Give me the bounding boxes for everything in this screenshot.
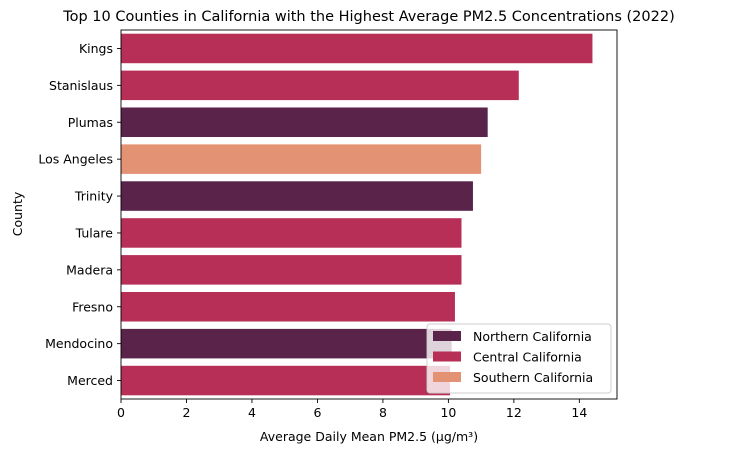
legend-frame	[426, 323, 612, 394]
x-axis-ticks: 0 2 4 6 8 10 12 14	[117, 399, 587, 420]
y-tick-label: Stanislaus	[49, 78, 113, 93]
y-tick-label: Plumas	[68, 115, 113, 130]
bar-stanislaus	[121, 70, 519, 101]
y-tick-label: Fresno	[72, 299, 113, 314]
legend-swatch	[433, 372, 461, 382]
x-tick-label: 0	[117, 405, 125, 420]
legend: Northern California Central California Sou…	[426, 323, 612, 394]
legend-label: Central California	[473, 350, 582, 365]
y-tick-label: Merced	[67, 373, 113, 388]
legend-swatch	[433, 331, 461, 341]
bar-madera	[121, 255, 462, 285]
bars-group	[121, 33, 593, 396]
x-tick-label: 8	[379, 405, 387, 420]
x-tick-label: 6	[313, 405, 321, 420]
x-tick-label: 10	[440, 405, 456, 420]
bar-los-angeles	[121, 144, 482, 174]
legend-swatch	[433, 351, 461, 362]
bar-mendocino	[121, 328, 452, 359]
y-tick-label: Los Angeles	[38, 152, 113, 167]
bar-plumas	[121, 107, 488, 138]
x-tick-label: 2	[183, 405, 191, 420]
y-tick-label: Mendocino	[45, 336, 113, 351]
x-axis-label: Average Daily Mean PM2.5 (µg/m³)	[260, 429, 478, 444]
chart-title: Top 10 Counties in California with the H…	[62, 9, 675, 25]
y-axis-ticks: Kings Stanislaus Plumas Los Angeles Trinity T…	[38, 41, 121, 388]
plot-frame	[120, 29, 618, 400]
x-tick-label: 4	[248, 405, 256, 420]
y-tick-label: Trinity	[74, 189, 114, 204]
bar-merced	[121, 365, 451, 396]
x-tick-label: 12	[506, 405, 522, 420]
y-tick-label: Kings	[79, 41, 113, 56]
legend-label: Northern California	[473, 329, 592, 344]
y-axis-label: County	[10, 191, 25, 236]
legend-label: Southern California	[473, 370, 593, 385]
bar-fresno	[121, 291, 455, 322]
bar-tulare	[121, 218, 462, 248]
y-tick-label: Tulare	[75, 225, 114, 240]
bar-trinity	[121, 181, 473, 211]
x-tick-label: 14	[571, 405, 587, 420]
y-tick-label: Madera	[66, 262, 113, 277]
bar-kings	[121, 33, 593, 64]
